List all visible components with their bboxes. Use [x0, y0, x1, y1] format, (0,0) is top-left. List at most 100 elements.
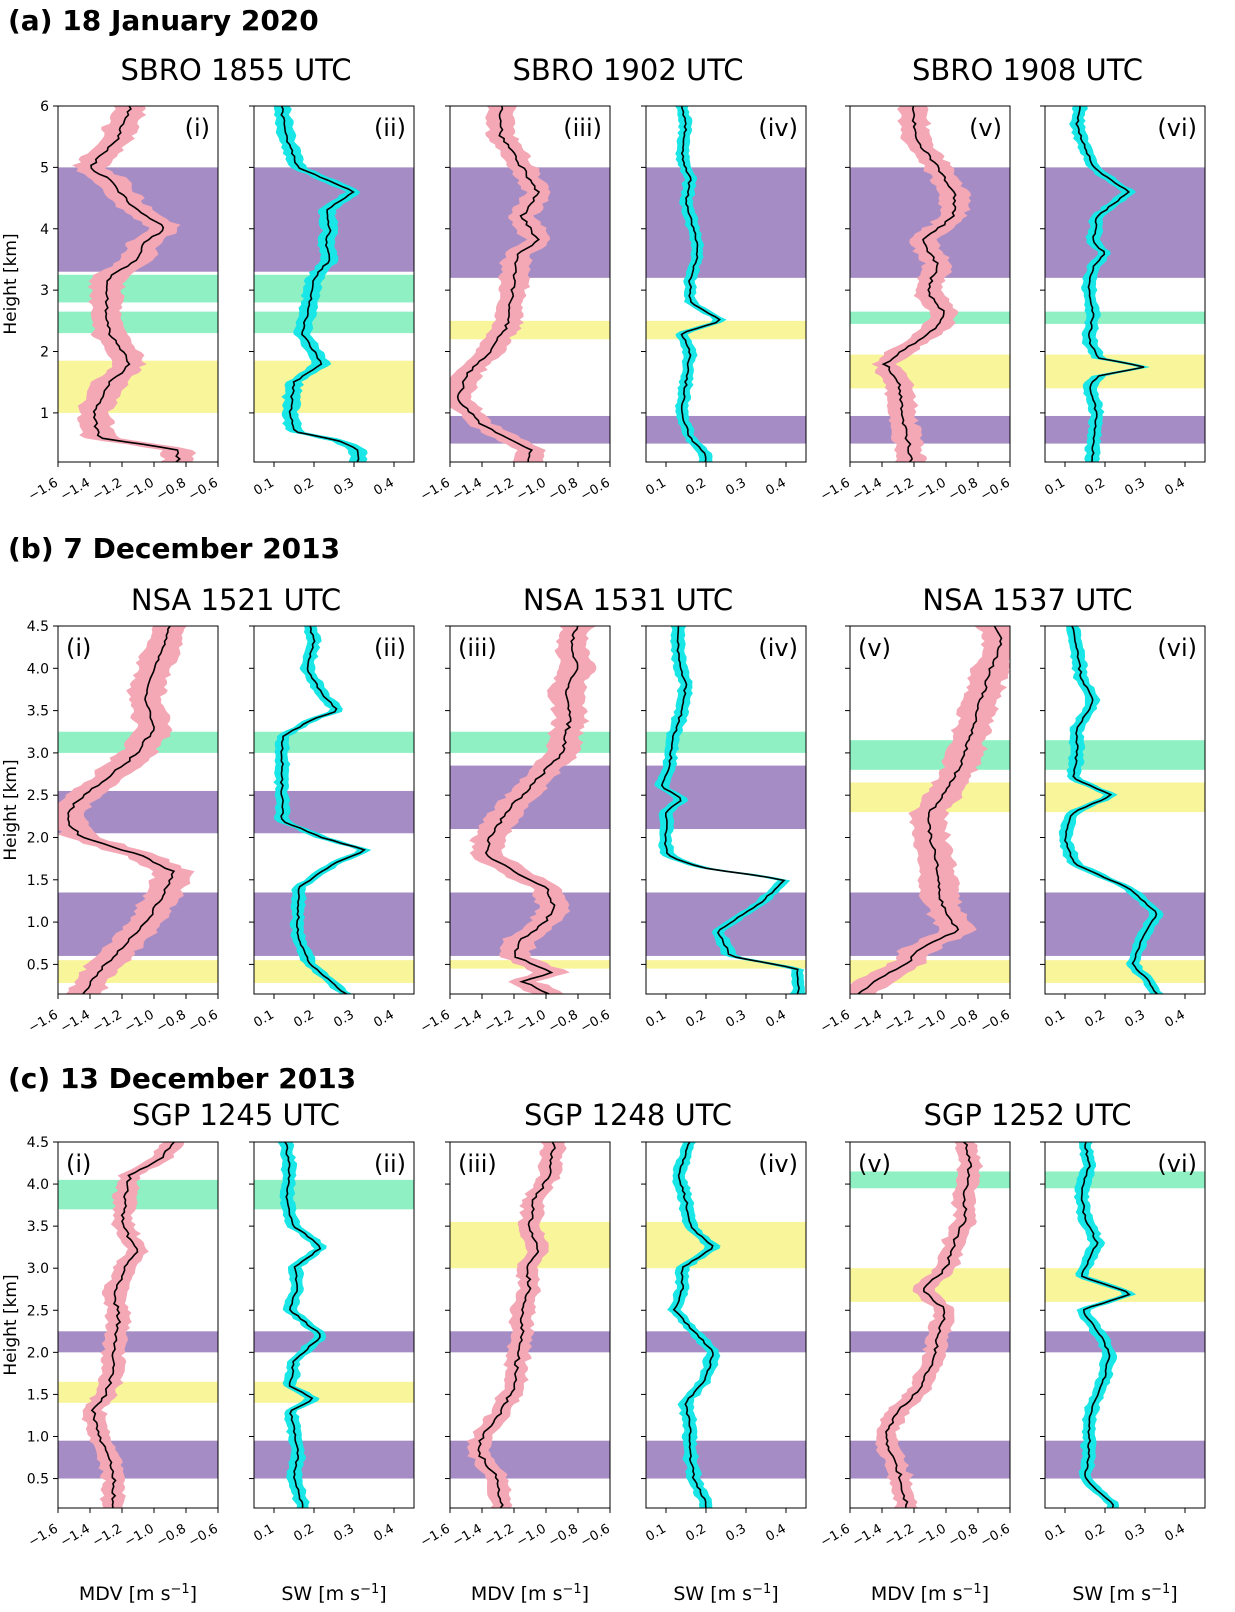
x-tick-label: 0.3 — [1122, 1007, 1147, 1030]
x-tick-label: 0.3 — [723, 475, 748, 498]
panel-label: (iii) — [458, 634, 497, 662]
x-tick-label: 0.1 — [643, 1521, 668, 1544]
sw-panel: (vi) 0.1 0.2 0.3 0.4 — [1040, 1141, 1206, 1545]
section-0: (a) 18 January 2020 SBRO 1855 UTC (i)−1.6−… — [1, 4, 1206, 504]
x-tick-label: 0.1 — [643, 1007, 668, 1030]
sw-panel: (ii) 0.1 0.2 0.3 0.4 — [249, 1141, 415, 1545]
y-tick-label: 4.0 — [27, 661, 49, 677]
x-tick-label: 0.1 — [643, 475, 668, 498]
purple-layer-band — [1045, 1331, 1205, 1353]
mdv-spread-band — [450, 106, 551, 462]
x-tick-label: 0.4 — [763, 1007, 788, 1030]
mdv-mean-line — [90, 1142, 175, 1508]
x-tick-label: −0.8 — [946, 1521, 981, 1550]
x-tick-label: 0.3 — [331, 1521, 356, 1544]
mdv-spread-band — [72, 106, 197, 462]
x-tick-label: 0.4 — [763, 475, 788, 498]
yellow-layer-band — [254, 1381, 414, 1403]
section-title: (a) 18 January 2020 — [8, 4, 319, 37]
x-tick-label: −0.8 — [946, 475, 981, 504]
y-tick-label: 3.5 — [27, 1219, 49, 1235]
mdv-axis-label: MDV [m s−1] — [471, 1582, 589, 1605]
mdv-mean-line — [881, 106, 957, 462]
x-tick-label: −0.8 — [154, 475, 189, 504]
x-tick-label: −0.6 — [578, 1521, 613, 1550]
panel-frame — [1044, 105, 1206, 463]
x-tick-label: −0.8 — [546, 1521, 581, 1550]
x-tick-label: 0.1 — [251, 1521, 276, 1544]
green-layer-band — [850, 311, 1010, 324]
green-layer-band — [646, 731, 806, 753]
yellow-layer-band — [254, 360, 414, 413]
x-tick-label: −0.6 — [978, 475, 1013, 504]
x-tick-label: −1.4 — [58, 475, 93, 504]
x-tick-label: 0.4 — [763, 1521, 788, 1544]
panel-label: (iv) — [758, 114, 798, 142]
sw-mean-line — [279, 626, 367, 994]
x-tick-label: 0.2 — [1082, 475, 1107, 498]
purple-layer-band — [646, 1440, 806, 1479]
panel-label: (ii) — [374, 634, 406, 662]
sw-spread-band — [667, 1142, 721, 1508]
purple-layer-band — [646, 167, 806, 278]
x-tick-label: 0.4 — [1162, 475, 1187, 498]
sw-mean-line — [1064, 626, 1158, 994]
mdv-mean-line — [477, 1142, 556, 1508]
x-tick-label: 0.4 — [371, 1007, 396, 1030]
purple-layer-band — [850, 1440, 1010, 1479]
panel-frame — [1044, 1141, 1206, 1509]
purple-layer-band — [646, 415, 806, 444]
y-tick-label: 4.0 — [27, 1177, 49, 1193]
purple-layer-band — [1045, 1440, 1205, 1479]
y-tick-label: 1.0 — [27, 1429, 49, 1445]
x-tick-label: −1.4 — [450, 1521, 485, 1550]
mdv-axis-label: MDV [m s−1] — [871, 1582, 989, 1605]
mdv-axis-label: MDV [m s−1] — [79, 1582, 197, 1605]
x-tick-label: −0.6 — [578, 475, 613, 504]
mdv-panel: (i) −1.6−1.4−1.2−1.0−0.8−0.6 0.5 1.0 1.5 2.0 2… — [26, 1135, 221, 1550]
yellow-layer-band — [254, 960, 414, 984]
x-tick-label: −1.4 — [850, 475, 885, 504]
x-tick-label: −1.2 — [90, 1007, 125, 1036]
x-tick-label: −1.6 — [26, 1521, 61, 1550]
panel-label: (iii) — [563, 114, 602, 142]
x-tick-label: −1.6 — [418, 1521, 453, 1550]
x-tick-label: 0.4 — [371, 475, 396, 498]
mdv-mean-line — [857, 626, 1003, 994]
section-title: (b) 7 December 2013 — [8, 532, 340, 565]
mdv-panel: (v) −1.6−1.4−1.2−1.0−0.8−0.6 — [818, 1141, 1013, 1550]
pair-title: SBRO 1855 UTC — [120, 53, 351, 87]
x-tick-label: −1.6 — [818, 1521, 853, 1550]
sw-axis-label: SW [m s−1] — [673, 1582, 778, 1605]
pair-title: SGP 1252 UTC — [923, 1098, 1131, 1132]
mdv-spread-band — [58, 626, 195, 994]
x-tick-label: 0.2 — [1082, 1007, 1107, 1030]
yellow-layer-band — [1045, 960, 1205, 984]
sw-panel: (iv) 0.1 0.2 0.3 0.4 — [641, 105, 807, 499]
x-tick-label: 0.1 — [1042, 475, 1067, 498]
y-tick-label: 1.5 — [27, 1387, 49, 1403]
green-layer-band — [1045, 311, 1205, 324]
x-tick-label: −1.2 — [482, 1007, 517, 1036]
mdv-panel: (i) −1.6−1.4−1.2−1.0−0.8−0.6 0.5 1.0 1.5 2.0 2… — [26, 619, 221, 1036]
y-tick-label: 5 — [40, 160, 49, 176]
x-tick-label: −1.4 — [58, 1007, 93, 1036]
mdv-spread-band — [469, 626, 597, 994]
mdv-mean-line — [67, 626, 176, 994]
x-tick-label: 0.3 — [331, 1007, 356, 1030]
x-tick-label: −1.2 — [482, 475, 517, 504]
mdv-spread-band — [875, 1142, 984, 1508]
green-layer-band — [850, 740, 1010, 770]
yellow-layer-band — [58, 1381, 218, 1403]
section-title: (c) 13 December 2013 — [8, 1062, 356, 1095]
x-tick-label: 0.2 — [291, 1007, 316, 1030]
mdv-panel: (v) −1.6−1.4−1.2−1.0−0.8−0.6 — [818, 625, 1013, 1036]
mdv-panel: (i) −1.6−1.4−1.2−1.0−0.8−0.6 1 2 3 4 5 6 — [26, 99, 221, 504]
panel-label: (v) — [858, 1150, 891, 1178]
x-tick-label: 0.3 — [1122, 1521, 1147, 1544]
panel-label: (v) — [969, 114, 1002, 142]
sw-panel: (iv) 0.1 0.2 0.3 0.4 — [641, 1141, 807, 1545]
panel-frame — [253, 105, 415, 463]
